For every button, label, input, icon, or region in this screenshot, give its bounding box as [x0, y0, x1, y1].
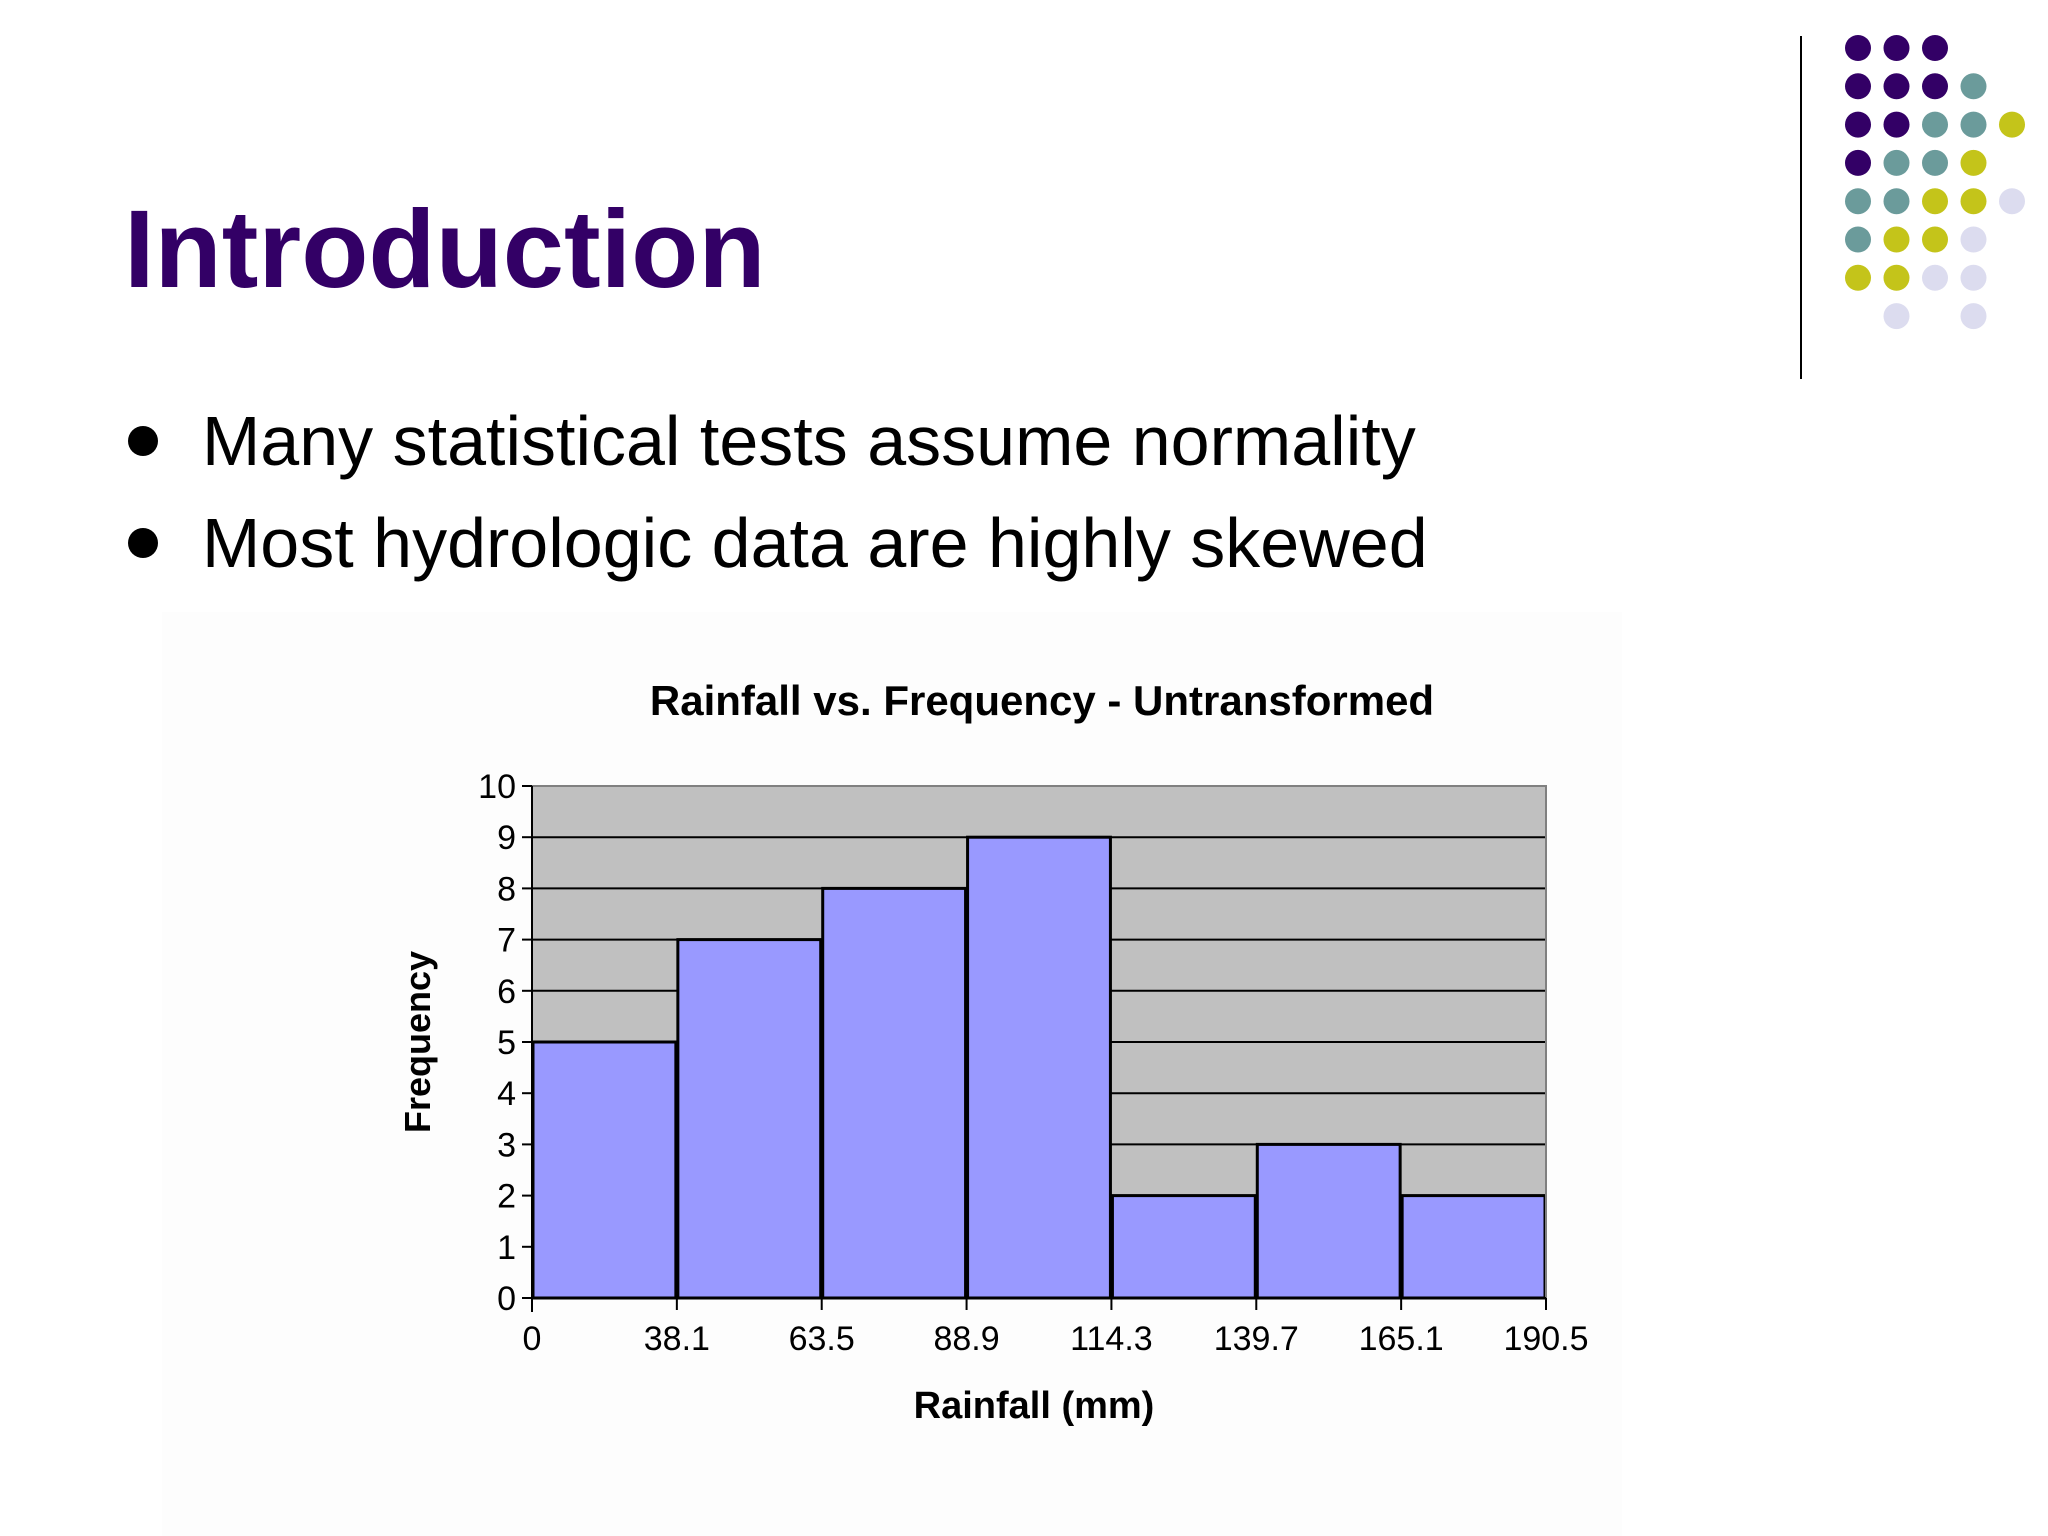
decor-dot: [1960, 264, 1987, 291]
decor-dot: [1960, 303, 1987, 330]
histogram-bar: [1400, 1194, 1547, 1300]
decor-dot: [1883, 264, 1910, 291]
y-tick-label: 6: [497, 973, 516, 1011]
decor-dot: [1845, 111, 1871, 138]
y-tick-label: 10: [478, 768, 516, 806]
chart-title: Rainfall vs. Frequency - Untransformed: [650, 677, 1434, 724]
decor-dot: [1883, 226, 1910, 253]
histogram-bar: [966, 835, 1112, 1300]
decor-dot: [1922, 188, 1948, 215]
bullet-dot-icon: [128, 528, 158, 558]
y-tick-label: 7: [497, 922, 516, 960]
decor-dot: [1883, 149, 1910, 176]
x-tick-label: 38.1: [644, 1320, 710, 1358]
decor-dot: [1883, 303, 1910, 330]
y-tick-label: 3: [497, 1126, 516, 1164]
histogram-bar: [1255, 1142, 1402, 1300]
chart-panel: Rainfall vs. Frequency - Untransformed R…: [162, 612, 1622, 1536]
decor-dot: [1883, 188, 1910, 215]
x-tick-label: 190.5: [1503, 1320, 1588, 1358]
y-tick-label: 5: [497, 1024, 516, 1062]
decor-dot: [1922, 35, 1948, 61]
y-tick-label: 8: [497, 870, 516, 908]
decor-dot: [1883, 35, 1910, 61]
decor-dot: [1922, 226, 1948, 253]
plot-area: 0 1 2 3 4 5 6 7 8 9 10 0 38.1 63.5 88.9 114.3 139.7 165.1…: [478, 768, 1588, 1358]
x-tick-label: 88.9: [933, 1320, 999, 1358]
bullet-text: Most hydrologic data are highly skewed: [202, 504, 1428, 582]
y-tick-label: 1: [497, 1229, 516, 1267]
x-tick-label: 63.5: [789, 1320, 855, 1358]
bullet-text: Many statistical tests assume normality: [202, 402, 1416, 480]
histogram-chart: Rainfall vs. Frequency - Untransformed R…: [397, 677, 1589, 1427]
decor-dot: [1922, 73, 1948, 100]
y-axis-label: Frequency: [397, 951, 438, 1133]
decor-dot: [1845, 188, 1871, 215]
x-tick-label: 139.7: [1214, 1320, 1299, 1358]
x-axis-label: Rainfall (mm): [914, 1385, 1155, 1427]
decor-dot: [1845, 264, 1871, 291]
decor-dot: [1883, 73, 1910, 100]
decor-dot: [1845, 149, 1871, 176]
histogram-bar: [821, 886, 968, 1300]
decor-dot: [1845, 226, 1871, 253]
decor-dot: [1999, 188, 2025, 215]
y-tick-label: 4: [497, 1075, 516, 1113]
decor-dot: [1922, 111, 1948, 138]
histogram-bar: [676, 938, 823, 1300]
decor-dot: [1883, 111, 1910, 138]
decor-dot: [1999, 111, 2025, 138]
decor-dot: [1922, 149, 1948, 176]
slide-title: Introduction: [124, 188, 766, 311]
decor-dot: [1922, 264, 1948, 291]
decor-dot: [1960, 188, 1987, 215]
x-tick-label: 165.1: [1359, 1320, 1444, 1358]
decor-dot: [1960, 149, 1987, 176]
y-tick-label: 2: [497, 1178, 516, 1216]
histogram-bar: [1110, 1194, 1257, 1300]
x-tick-label: 0: [523, 1320, 542, 1358]
decor-dot: [1845, 73, 1871, 100]
bullet-dot-icon: [128, 426, 158, 456]
histogram-bar: [531, 1040, 678, 1300]
y-tick-label: 0: [497, 1280, 516, 1318]
decor-dot: [1845, 35, 1871, 61]
decor-dot: [1960, 73, 1987, 100]
decor-dot: [1960, 226, 1987, 253]
x-tick-label: 114.3: [1070, 1320, 1153, 1358]
divider-line: [1800, 36, 1802, 379]
decor-dot: [1960, 111, 1987, 138]
y-tick-label: 9: [497, 819, 516, 857]
